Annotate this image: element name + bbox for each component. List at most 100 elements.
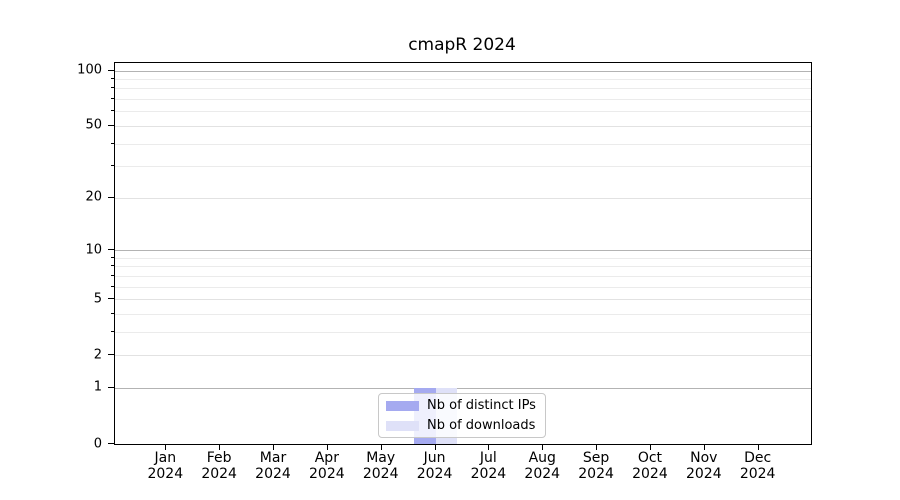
x-tick-label-line: Sep bbox=[582, 450, 610, 466]
y-minor-tick-mark bbox=[111, 312, 114, 314]
legend-swatch-downloads-icon bbox=[386, 420, 419, 431]
y-tick-label: 10 bbox=[85, 242, 102, 257]
x-tick-mark bbox=[434, 445, 436, 450]
decade-gridline bbox=[115, 250, 811, 251]
x-tick-label-line: Oct bbox=[637, 450, 663, 466]
x-tick-label-line: May bbox=[366, 450, 396, 466]
y-minor-tick-mark bbox=[111, 87, 114, 89]
chart-title: cmapR 2024 bbox=[408, 35, 516, 55]
y-tick-label: 20 bbox=[85, 189, 102, 205]
x-tick-mark bbox=[649, 445, 651, 450]
y-minor-tick-mark bbox=[111, 110, 114, 112]
x-tick-label-line: 2024 bbox=[578, 466, 614, 482]
y-tick-mark bbox=[108, 443, 114, 444]
y-minor-tick-mark bbox=[111, 265, 114, 267]
x-tick-mark bbox=[703, 445, 705, 450]
minor-gridline bbox=[115, 88, 811, 90]
minor-gridline bbox=[115, 331, 811, 333]
x-tick-label-line: Nov bbox=[690, 450, 718, 466]
x-tick-label-line: Aug bbox=[528, 450, 556, 466]
decade-gridline bbox=[115, 70, 811, 72]
x-tick-mark bbox=[380, 445, 382, 450]
y-tick-mark bbox=[108, 298, 114, 300]
x-tick-mark bbox=[757, 445, 759, 450]
x-tick-label: Jul 2024 bbox=[471, 450, 507, 482]
minor-gridline bbox=[115, 111, 811, 113]
x-tick-label: Feb 2024 bbox=[201, 450, 237, 482]
x-tick-label: Jun 2024 bbox=[417, 450, 453, 482]
x-tick-label-line: Jun bbox=[423, 450, 446, 466]
decade-gridline bbox=[115, 387, 811, 389]
y-minor-tick-mark bbox=[111, 285, 114, 287]
y-tick-label: 50 bbox=[85, 117, 102, 133]
y-minor-tick-mark bbox=[111, 330, 114, 332]
x-tick-mark bbox=[165, 445, 167, 450]
x-tick-label-line: 2024 bbox=[632, 466, 668, 482]
x-tick-mark bbox=[542, 445, 544, 450]
y-minor-tick-mark bbox=[111, 274, 114, 276]
legend-entry-downloads: Nb of downloads bbox=[386, 417, 537, 434]
major-gridline bbox=[115, 355, 811, 357]
minor-gridline bbox=[115, 99, 811, 101]
major-gridline bbox=[115, 125, 811, 127]
y-tick-mark bbox=[108, 354, 114, 356]
y-tick-label: 1 bbox=[93, 379, 102, 395]
y-tick-label: 0 bbox=[93, 436, 102, 451]
y-tick-label: 5 bbox=[93, 291, 102, 307]
x-tick-label-line: 2024 bbox=[685, 466, 722, 482]
y-minor-tick-mark bbox=[111, 142, 114, 144]
major-gridline bbox=[115, 299, 811, 301]
x-tick-mark bbox=[326, 445, 328, 450]
x-tick-label-line: 2024 bbox=[147, 466, 184, 482]
x-tick-label: Dec 2024 bbox=[740, 450, 776, 482]
x-tick-label: May 2024 bbox=[363, 450, 399, 482]
x-tick-label-line: 2024 bbox=[309, 466, 345, 482]
y-tick-mark bbox=[108, 249, 114, 250]
x-tick-label: Apr 2024 bbox=[309, 450, 345, 482]
y-tick-mark bbox=[108, 196, 114, 198]
minor-gridline bbox=[115, 266, 811, 268]
x-tick-label-line: Feb bbox=[206, 450, 232, 466]
legend-entry-distinct-ips: Nb of distinct IPs bbox=[386, 397, 537, 414]
legend-swatch-distinct-ips-icon bbox=[386, 400, 419, 411]
minor-gridline bbox=[115, 79, 811, 81]
x-tick-label-line: Jan bbox=[154, 450, 177, 466]
x-tick-label: Jan 2024 bbox=[147, 450, 183, 482]
legend: Nb of distinct IPs Nb of downloads bbox=[378, 393, 546, 438]
x-tick-label: Aug 2024 bbox=[524, 450, 560, 482]
x-tick-label-line: Mar bbox=[259, 450, 287, 466]
y-tick-mark bbox=[108, 69, 114, 71]
x-tick-label-line: 2024 bbox=[201, 466, 237, 482]
x-tick-label-line: 2024 bbox=[524, 466, 561, 482]
plot-area: Nb of distinct IPs Nb of downloads bbox=[114, 62, 812, 445]
x-tick-label: Mar 2024 bbox=[255, 450, 291, 482]
minor-gridline bbox=[115, 257, 811, 259]
x-tick-label-line: Jul bbox=[479, 450, 497, 466]
x-tick-mark bbox=[596, 445, 598, 450]
x-tick-label-line: Dec bbox=[744, 450, 772, 466]
y-tick-mark bbox=[108, 124, 114, 126]
x-tick-label-line: 2024 bbox=[470, 466, 507, 482]
x-tick-label-line: 2024 bbox=[255, 466, 291, 482]
y-minor-tick-mark bbox=[111, 165, 114, 167]
x-tick-label-line: 2024 bbox=[362, 466, 399, 482]
x-tick-label-line: Apr bbox=[314, 450, 339, 466]
y-tick-label: 100 bbox=[77, 62, 102, 78]
x-tick-label-line: 2024 bbox=[739, 466, 776, 482]
minor-gridline bbox=[115, 166, 811, 168]
y-tick-mark bbox=[108, 386, 114, 388]
x-tick-label: Sep 2024 bbox=[578, 450, 614, 482]
minor-gridline bbox=[115, 313, 811, 315]
x-tick-label: Oct 2024 bbox=[632, 450, 668, 482]
minor-gridline bbox=[115, 275, 811, 277]
legend-label-distinct-ips: Nb of distinct IPs bbox=[427, 398, 536, 413]
y-minor-tick-mark bbox=[111, 256, 114, 258]
x-tick-mark bbox=[219, 445, 221, 450]
minor-gridline bbox=[115, 286, 811, 288]
y-minor-tick-mark bbox=[111, 78, 114, 80]
x-tick-label-line: 2024 bbox=[416, 466, 453, 482]
minor-gridline bbox=[115, 143, 811, 145]
y-tick-label: 2 bbox=[93, 347, 102, 363]
x-tick-mark bbox=[488, 445, 490, 450]
